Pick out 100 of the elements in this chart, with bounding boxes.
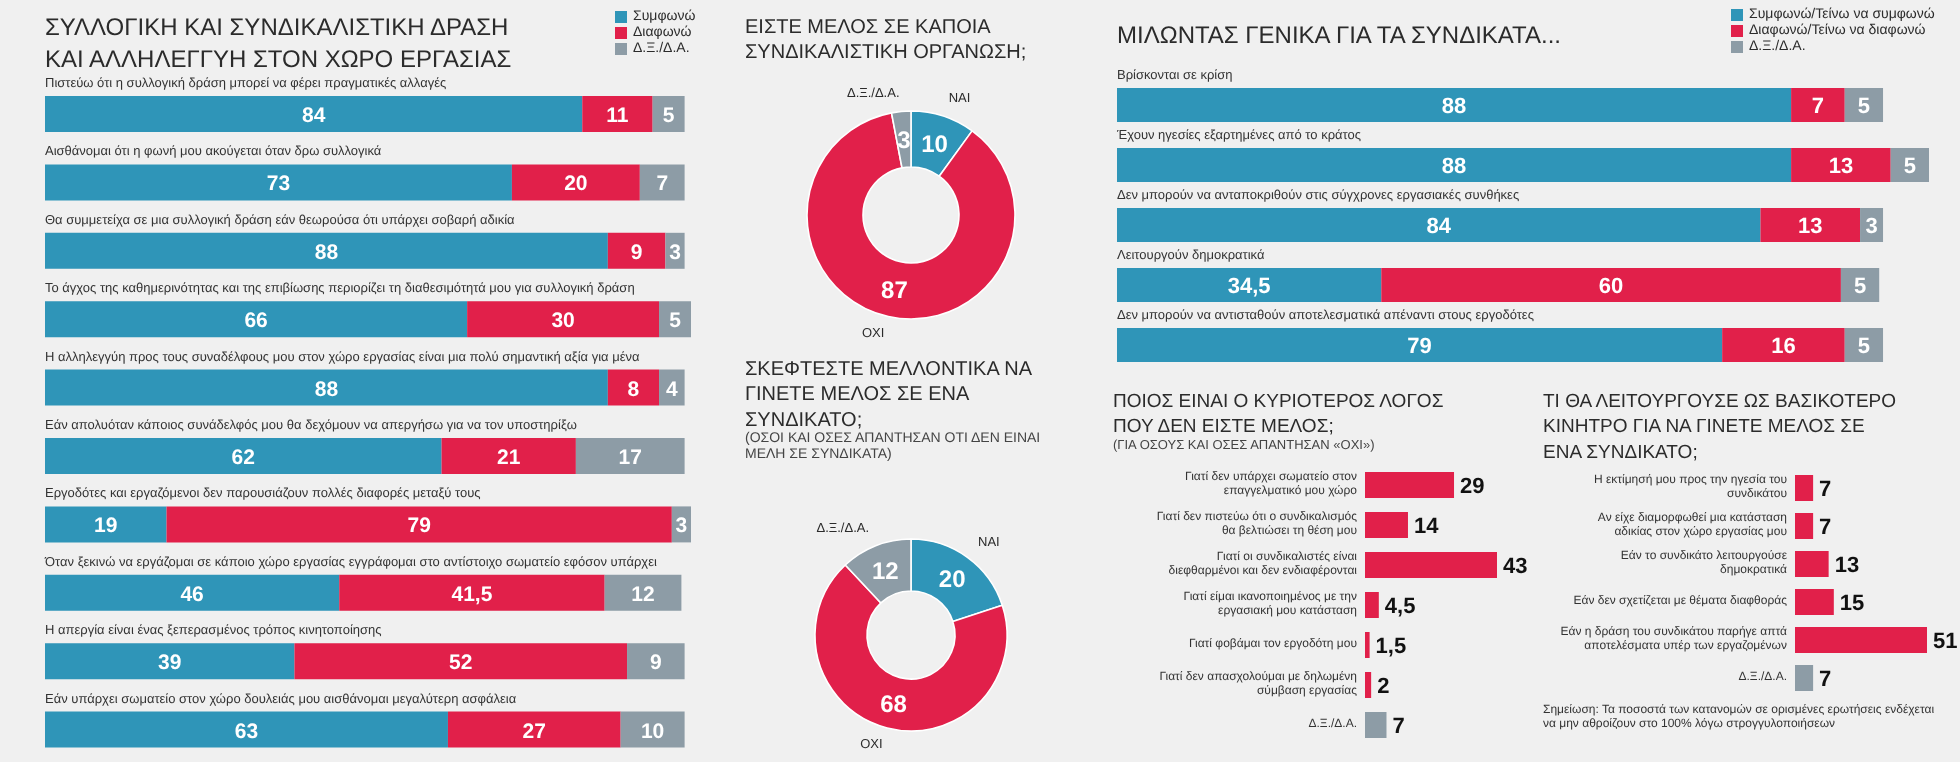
data-label: 12 [631, 582, 656, 607]
data-label: 60 [1598, 275, 1624, 299]
bar [1795, 665, 1814, 691]
data-label: 1,5 [1375, 635, 1407, 659]
data-label: 73 [266, 172, 291, 197]
data-label: 8 [627, 377, 640, 402]
data-label: 87 [881, 276, 909, 305]
data-label: 79 [1407, 335, 1432, 359]
chart-title: ΠΟΙΟΣ ΕΙΝΑΙ Ο ΚΥΡΙΟΤΕΡΟΣ ΛΟΓΟΣ ΠΟΥ ΔΕΝ ΕΙΣΤΕ ΜΕΛΟΣ; [1113, 391, 1444, 439]
data-label: 7 [1819, 516, 1832, 540]
bar [1365, 512, 1408, 538]
data-label: 62 [231, 446, 256, 470]
data-label: 9 [630, 240, 643, 265]
bar [1795, 589, 1834, 615]
data-label: 7 [1811, 95, 1825, 119]
data-label: 13 [1828, 155, 1854, 179]
data-label: 20 [938, 565, 967, 594]
data-label: 3 [675, 514, 688, 539]
data-label: 79 [407, 514, 432, 539]
data-label: 16 [1771, 335, 1796, 359]
data-label: 88 [314, 240, 339, 265]
bar [604, 574, 682, 611]
bar [45, 506, 167, 543]
data-label: 13 [1798, 215, 1823, 239]
data-label: 15 [1839, 592, 1865, 616]
bar [45, 438, 442, 474]
data-label: 21 [497, 446, 521, 470]
bar [1795, 551, 1829, 577]
bar [45, 643, 295, 680]
data-label: 30 [551, 309, 576, 334]
data-label: 43 [1503, 555, 1528, 579]
bar [627, 643, 685, 680]
data-label: 3 [897, 126, 912, 155]
bar [511, 164, 640, 201]
data-label: 51 [1933, 630, 1958, 654]
bar [45, 574, 340, 611]
data-label: 17 [618, 446, 643, 470]
chart-title: ΤΙ ΘΑ ΛΕΙΤΟΥΡΓΟΥΣΕ ΩΣ ΒΑΣΙΚΟΤΕΡΟ ΚΙΝΗΤΡΟ ΓΙΑ ΝΑ ΓΙΝΕΤΕ ΜΕΛΟΣ ΣΕ ΕΝΑ ΣΥΝΔΙΚΑΤΟ; [1543, 391, 1897, 464]
bar [652, 96, 685, 132]
bar [45, 301, 468, 338]
bar [1365, 672, 1372, 698]
bar [607, 369, 660, 406]
data-label: 52 [449, 651, 473, 676]
data-label: 84 [1426, 215, 1453, 239]
bar [1365, 552, 1497, 578]
data-label: 29 [1460, 475, 1485, 499]
data-label: 5 [1857, 95, 1871, 119]
data-label: 4,5 [1384, 595, 1416, 619]
data-label: 5 [669, 309, 682, 334]
data-label: 14 [1413, 515, 1441, 539]
data-label: 5 [1853, 275, 1867, 299]
data-label: 13 [1834, 554, 1860, 578]
data-label: 2 [1377, 675, 1390, 699]
data-label: 5 [662, 104, 675, 128]
chart-title: ΕΙΣΤΕ ΜΕΛΟΣ ΣΕ ΚΑΠΟΙΑ ΣΥΝΔΙΚΑΛΙΣΤΙΚΗ ΟΡΓΑΝΩΣΗ; [745, 17, 1027, 65]
data-label: 39 [158, 651, 182, 676]
data-label: 88 [314, 377, 339, 402]
data-label: 27 [522, 719, 547, 744]
data-label: 9 [649, 651, 662, 676]
chart-title: ΣΥΛΛΟΓΙΚΗ ΚΑΙ ΣΥΝΔΙΚΑΛΙΣΤΙΚΗ ΔΡΑΣΗ ΚΑΙ ΑΛΛΗΛΕΓΓΥΗ ΣΤΟΝ ΧΩΡΟ ΕΡΓΑΣΙΑΣ [45, 13, 512, 74]
data-label: 46 [180, 582, 205, 607]
data-label: 63 [234, 719, 259, 744]
data-label: 88 [1441, 155, 1467, 179]
data-label: 3 [669, 240, 682, 265]
data-label: 88 [1441, 95, 1467, 119]
data-label: 7 [656, 172, 669, 197]
bar [339, 574, 605, 611]
bar [45, 232, 608, 269]
bar [166, 506, 672, 543]
data-label: 10 [640, 719, 665, 744]
bar [1365, 712, 1387, 738]
data-label: 12 [871, 556, 900, 585]
data-label: 10 [921, 129, 949, 158]
data-label: 3 [1865, 215, 1878, 239]
data-label: 19 [94, 514, 118, 539]
data-label: 20 [564, 172, 588, 197]
bar [1365, 592, 1379, 618]
data-label: 68 [880, 689, 908, 718]
bar [447, 711, 621, 748]
bar [441, 438, 576, 474]
chart-title: ΣΚΕΦΤΕΣΤΕ ΜΕΛΛΟΝΤΙΚΑ ΝΑ ΓΙΝΕΤΕ ΜΕΛΟΣ ΣΕ ΕΝΑ ΣΥΝΔΙΚΑΤΟ; [745, 359, 1033, 432]
data-label: 34,5 [1227, 275, 1271, 299]
data-label: 84 [301, 104, 326, 128]
bar [45, 369, 608, 406]
bar [639, 164, 685, 201]
data-label: 4 [665, 377, 678, 402]
bar [294, 643, 628, 680]
data-label: 5 [1857, 335, 1871, 359]
bar [45, 96, 583, 132]
bar [467, 301, 660, 338]
bar [582, 96, 653, 132]
data-label: 11 [606, 104, 629, 128]
bar [45, 164, 512, 201]
data-label: 66 [244, 309, 269, 334]
data-label: 7 [1819, 668, 1832, 692]
data-label: 7 [1392, 715, 1405, 739]
bar [1795, 475, 1814, 501]
bar [1795, 513, 1814, 539]
data-label: 41,5 [451, 582, 493, 607]
bar [659, 369, 685, 406]
